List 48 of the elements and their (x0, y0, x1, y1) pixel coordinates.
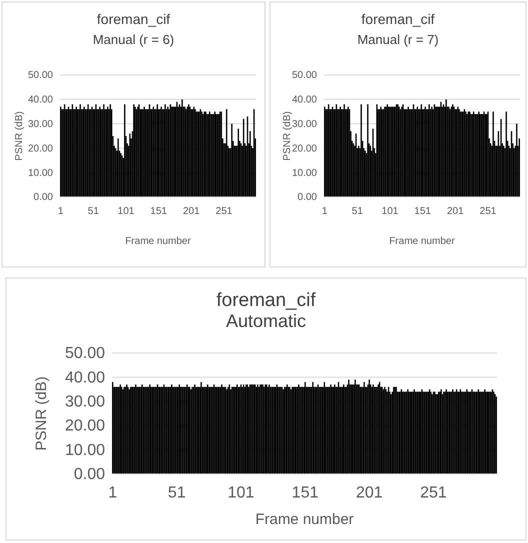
x-tick-label: 1 (322, 206, 328, 218)
x-tick-label: 1 (58, 206, 64, 218)
y-axis-title: PSNR (dB) (282, 111, 293, 161)
y-axis-title: PSNR (dB) (33, 376, 50, 451)
y-tick-label: 30.00 (64, 394, 106, 411)
y-tick-label: 50.00 (292, 70, 318, 82)
y-tick-label: 50.00 (64, 345, 106, 362)
y-tick-label: 10.00 (292, 168, 318, 179)
x-tick-label: 201 (182, 206, 200, 218)
y-tick-label: 40.00 (28, 94, 54, 106)
y-tick-label: 20.00 (28, 143, 54, 154)
x-tick-label: 1 (108, 484, 118, 502)
y-tick-label: 0.00 (74, 466, 106, 484)
y-axis-title: PSNR (dB) (14, 111, 25, 161)
x-tick-label: 201 (446, 206, 464, 218)
x-tick-label: 101 (382, 206, 399, 218)
y-tick-label: 0.00 (298, 192, 318, 204)
chart-title: foreman_cif (96, 11, 170, 27)
y-tick-label: 30.00 (292, 119, 318, 130)
y-tick-label: 10.00 (28, 168, 54, 179)
y-tick-label: 20.00 (64, 418, 106, 435)
x-tick-label: 251 (480, 206, 497, 218)
x-tick-label: 51 (352, 206, 364, 218)
chart-subtitle: Automatic (226, 311, 306, 331)
y-tick-label: 40.00 (292, 94, 318, 106)
chart-subtitle: Manual (r = 7) (357, 32, 439, 47)
y-tick-label: 50.00 (28, 70, 54, 82)
y-tick-label: 40.00 (64, 369, 106, 386)
y-tick-label: 0.00 (34, 192, 54, 204)
x-tick-label: 151 (150, 206, 168, 218)
chart-title: foreman_cif (216, 290, 316, 311)
x-tick-label: 251 (216, 206, 233, 218)
chart-title: foreman_cif (361, 11, 435, 27)
x-axis-title: Frame number (255, 511, 354, 528)
x-tick-label: 151 (414, 206, 432, 218)
y-tick-label: 20.00 (292, 143, 318, 154)
chart-subtitle: Manual (r = 6) (92, 32, 174, 47)
x-tick-label: 51 (88, 206, 100, 218)
x-tick-label: 251 (420, 484, 447, 502)
x-axis-title: Frame number (389, 236, 456, 247)
y-tick-label: 10.00 (64, 442, 106, 459)
x-tick-label: 51 (168, 484, 186, 502)
x-tick-label: 101 (228, 484, 254, 502)
x-axis-title: Frame number (125, 236, 192, 247)
y-tick-label: 30.00 (28, 119, 54, 130)
x-tick-label: 101 (118, 206, 135, 218)
x-tick-label: 151 (292, 484, 319, 502)
x-tick-label: 201 (356, 484, 383, 502)
